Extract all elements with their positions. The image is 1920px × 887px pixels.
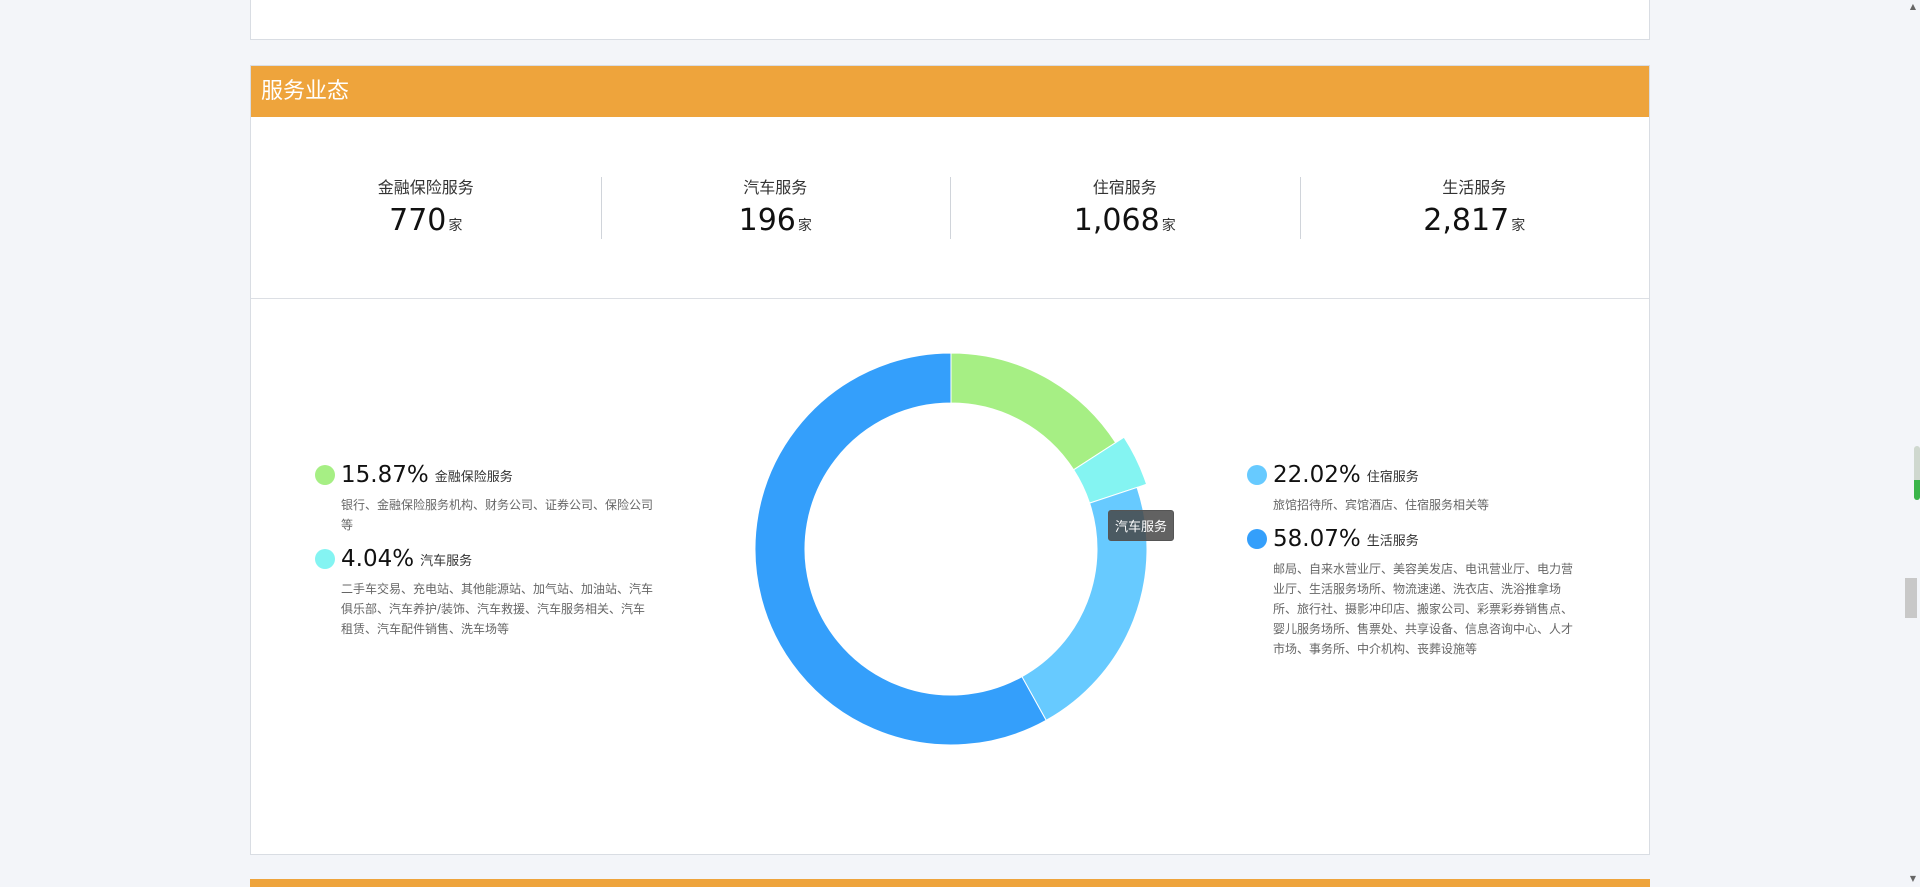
stat-unit: 家 xyxy=(797,217,812,234)
legend-percent: 15.87% xyxy=(341,462,429,488)
stat-unit: 家 xyxy=(1161,217,1176,234)
legend-dot xyxy=(1247,465,1267,485)
legend-dot xyxy=(315,549,335,569)
legend-description: 银行、金融保险服务机构、财务公司、证券公司、保险公司等 xyxy=(341,498,654,532)
stat-value: 1,068 xyxy=(1073,202,1160,238)
legend-percent: 4.04% xyxy=(341,546,415,572)
previous-panel xyxy=(250,0,1650,40)
stat-life: 生活服务 2,817 家 xyxy=(1299,176,1650,239)
stat-finance: 金融保险服务 770 家 xyxy=(251,177,601,239)
legend-item-auto[interactable]: 4.04% 汽车服务 二手车交易、充电站、其他能源站、加气站、加油站、汽车俱乐部… xyxy=(315,543,655,639)
stats-row: 金融保险服务 770 家 汽车服务 196 家 住宿服务 1,068 家 生活服务 2… xyxy=(251,117,1649,299)
legend-category: 生活服务 xyxy=(1366,533,1419,549)
legend-percent: 22.02% xyxy=(1273,462,1361,488)
stat-value: 770 xyxy=(389,202,447,238)
stat-value: 2,817 xyxy=(1423,202,1510,238)
next-section-header xyxy=(250,879,1650,887)
stat-value: 196 xyxy=(738,202,796,238)
legend-item-lodging[interactable]: 22.02% 住宿服务 旅馆招待所、宾馆酒店、住宿服务相关等 xyxy=(1247,459,1577,515)
stat-label: 生活服务 xyxy=(1442,177,1507,197)
donut-slice-0[interactable] xyxy=(950,352,1117,471)
stat-label: 汽车服务 xyxy=(743,177,808,197)
stat-auto: 汽车服务 196 家 xyxy=(600,176,951,239)
scroll-up-icon[interactable]: ▲ xyxy=(1909,2,1916,11)
legend-description: 旅馆招待所、宾馆酒店、住宿服务相关等 xyxy=(1273,498,1490,512)
donut-slice-3[interactable] xyxy=(754,352,1047,746)
legend-percent: 58.07% xyxy=(1273,526,1361,552)
stat-unit: 家 xyxy=(1511,217,1526,234)
scroll-thumb[interactable] xyxy=(1905,578,1917,618)
legend-dot xyxy=(315,465,335,485)
legend-dot xyxy=(1247,529,1267,549)
stat-label: 金融保险服务 xyxy=(377,177,474,197)
legend-category: 住宿服务 xyxy=(1366,469,1419,485)
legend-description: 邮局、自来水营业厅、美容美发店、电讯营业厅、电力营业厅、生活服务场所、物流速递、… xyxy=(1273,562,1574,656)
legend-category: 金融保险服务 xyxy=(434,469,513,485)
legend-category: 汽车服务 xyxy=(420,553,473,569)
chart-tooltip: 汽车服务 xyxy=(1108,510,1175,541)
service-section: 服务业态 金融保险服务 770 家 汽车服务 196 家 住宿服务 1,068 家 生… xyxy=(250,65,1650,855)
donut-chart[interactable] xyxy=(741,339,1161,759)
chart-area: 15.87% 金融保险服务 银行、金融保险服务机构、财务公司、证券公司、保险公司… xyxy=(251,299,1649,854)
stat-label: 住宿服务 xyxy=(1092,177,1157,197)
stat-lodging: 住宿服务 1,068 家 xyxy=(950,176,1300,239)
legend-item-life[interactable]: 58.07% 生活服务 邮局、自来水营业厅、美容美发店、电讯营业厅、电力营业厅、… xyxy=(1247,523,1577,659)
legend-right: 22.02% 住宿服务 旅馆招待所、宾馆酒店、住宿服务相关等 58.07% 生活… xyxy=(1247,459,1577,667)
stat-unit: 家 xyxy=(448,217,463,234)
page-scrollbar[interactable]: ▲ ▼ xyxy=(1903,0,1920,885)
scroll-indicator xyxy=(1914,446,1920,500)
scroll-down-icon[interactable]: ▼ xyxy=(1909,874,1916,883)
section-title: 服务业态 xyxy=(251,66,1649,117)
legend-description: 二手车交易、充电站、其他能源站、加气站、加油站、汽车俱乐部、汽车养护/装饰、汽车… xyxy=(341,582,654,636)
legend-left: 15.87% 金融保险服务 银行、金融保险服务机构、财务公司、证券公司、保险公司… xyxy=(315,459,655,647)
legend-item-finance[interactable]: 15.87% 金融保险服务 银行、金融保险服务机构、财务公司、证券公司、保险公司… xyxy=(315,459,655,535)
